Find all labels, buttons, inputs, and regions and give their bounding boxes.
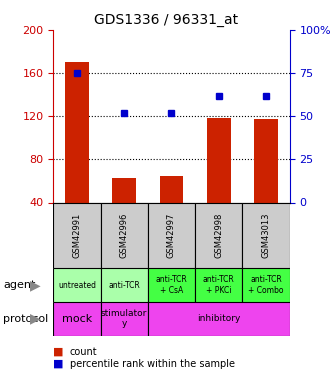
Text: ■: ■ (53, 347, 64, 357)
Text: GSM42998: GSM42998 (214, 213, 223, 258)
Text: ▶: ▶ (30, 312, 40, 326)
Text: anti-TCR
+ CsA: anti-TCR + CsA (156, 275, 187, 295)
Text: stimulator
y: stimulator y (101, 309, 148, 328)
Bar (148, 268, 195, 302)
Text: percentile rank within the sample: percentile rank within the sample (70, 359, 235, 369)
Bar (101, 268, 148, 302)
Text: anti-TCR: anti-TCR (108, 280, 140, 290)
Text: GSM43013: GSM43013 (261, 213, 271, 258)
Text: protocol: protocol (3, 314, 49, 324)
Bar (160, 176, 183, 202)
Text: inhibitory: inhibitory (197, 314, 240, 323)
Text: ■: ■ (53, 359, 64, 369)
Bar (101, 202, 148, 268)
Text: agent: agent (3, 280, 36, 290)
Bar (254, 120, 278, 202)
Bar (242, 268, 290, 302)
Text: GSM42996: GSM42996 (120, 213, 129, 258)
Bar (242, 202, 290, 268)
Bar (195, 268, 242, 302)
Text: GSM42991: GSM42991 (72, 213, 82, 258)
Bar (53, 202, 101, 268)
Text: mock: mock (62, 314, 92, 324)
Text: anti-TCR
+ PKCi: anti-TCR + PKCi (203, 275, 235, 295)
Bar (101, 302, 148, 336)
Text: GDS1336 / 96331_at: GDS1336 / 96331_at (95, 13, 238, 27)
Text: GSM42997: GSM42997 (167, 213, 176, 258)
Text: ▶: ▶ (30, 278, 40, 292)
Bar (148, 202, 195, 268)
Bar (53, 302, 101, 336)
Bar (207, 118, 230, 202)
Bar (65, 62, 89, 202)
Bar (113, 178, 136, 203)
Bar (195, 202, 242, 268)
Text: count: count (70, 347, 98, 357)
Bar (148, 302, 290, 336)
Text: anti-TCR
+ Combo: anti-TCR + Combo (248, 275, 284, 295)
Text: untreated: untreated (58, 280, 96, 290)
Bar (53, 268, 101, 302)
